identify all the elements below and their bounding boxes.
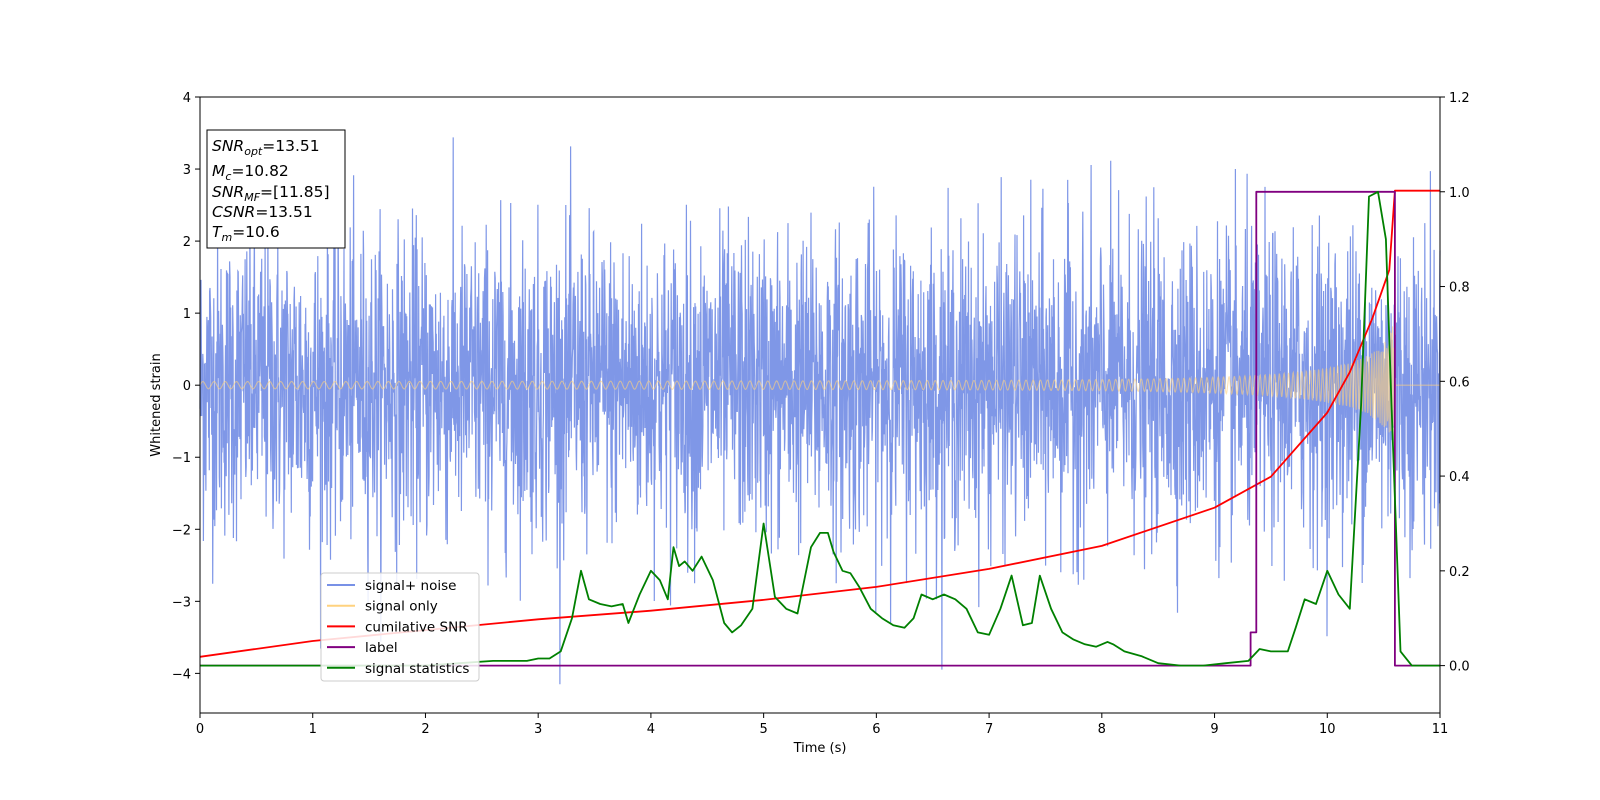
- series-cumulative-snr: [199, 189, 1440, 658]
- x-tick-label: 7: [985, 722, 993, 737]
- x-tick-label: 1: [309, 722, 317, 737]
- y-tick-label: 4: [183, 91, 191, 106]
- y2-tick-label: 0.8: [1449, 281, 1470, 296]
- y-tick-label: 3: [183, 163, 191, 178]
- y2-tick-label: 1.0: [1449, 186, 1470, 201]
- legend-label: signal statistics: [365, 661, 469, 677]
- tick-layer: 0 1 2 3 4 5 6 7 8 9 10 1143210−1−2−3−41.21.00.80.60…: [172, 91, 1470, 737]
- y-tick-label: −4: [172, 667, 191, 682]
- info-box-line: Tm=10.6: [212, 223, 280, 244]
- y2-tick-label: 0.0: [1449, 660, 1470, 675]
- y2-tick-label: 0.4: [1449, 470, 1470, 485]
- x-tick-label: 3: [534, 722, 542, 737]
- legend-label: cumilative SNR: [365, 619, 468, 635]
- y2-tick-label: 0.6: [1449, 375, 1470, 390]
- y-tick-label: −3: [172, 595, 191, 610]
- axes-frame: [199, 96, 1441, 714]
- legend-label: label: [365, 640, 398, 656]
- x-tick-label: 6: [872, 722, 880, 737]
- legend-frame: [320, 572, 480, 682]
- legend: signal+ noise signal only cumilative SNR la…: [320, 572, 480, 682]
- y-tick-label: 1: [183, 307, 191, 322]
- x-tick-label: 8: [1098, 722, 1106, 737]
- info-box-line: CSNR=13.51: [212, 203, 313, 221]
- y2-tick-label: 1.2: [1449, 91, 1470, 106]
- legend-label: signal+ noise: [365, 578, 456, 594]
- y-tick-label: 2: [183, 235, 191, 250]
- y-tick-label: −2: [172, 523, 191, 538]
- info-box-line: SNRMF=[11.85]: [212, 183, 330, 204]
- x-axis-label: Time (s): [793, 741, 847, 756]
- x-tick-label: 10: [1319, 722, 1336, 737]
- info-box: SNRopt=13.51 Mc=10.82SNRMF=[11.85]CSNR=13…: [206, 129, 346, 249]
- series-layer: [199, 137, 1441, 685]
- x-tick-label: 2: [421, 722, 429, 737]
- x-tick-label: 4: [647, 722, 655, 737]
- legend-label: signal only: [365, 599, 438, 615]
- info-box-frame: [206, 129, 346, 249]
- x-tick-label: 5: [759, 722, 767, 737]
- y-tick-label: −1: [172, 451, 191, 466]
- x-tick-label: 9: [1210, 722, 1218, 737]
- y-tick-label: 0: [183, 379, 191, 394]
- x-tick-label: 0: [196, 722, 204, 737]
- series-label: [200, 190, 1440, 667]
- series-signal-only: [199, 326, 1440, 444]
- series-signal-statistics: [200, 190, 1440, 667]
- info-box-line: SNRopt=13.51: [212, 137, 320, 158]
- x-tick-label: 11: [1432, 722, 1449, 737]
- y-axis-label: Whitened strain: [149, 353, 164, 456]
- info-box-line: Mc=10.82: [212, 162, 289, 183]
- y2-tick-label: 0.2: [1449, 565, 1470, 580]
- series-signal-noise: [199, 137, 1441, 685]
